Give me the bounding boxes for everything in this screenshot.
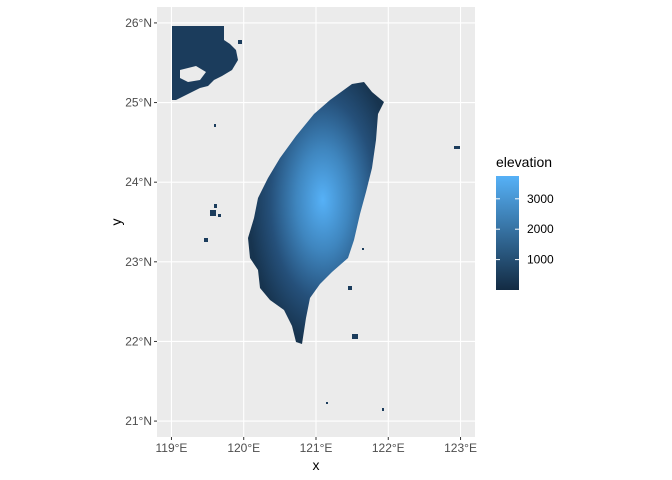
y-tick-label: 26°N	[125, 16, 152, 30]
legend-break-label: 1000	[527, 253, 554, 267]
islet	[454, 146, 460, 149]
islet	[362, 248, 364, 250]
islet	[382, 408, 384, 411]
elevation-raster	[172, 26, 460, 411]
islet	[326, 402, 328, 404]
x-axis-ticks: 119°E 120°E 121°E 122°E 123°E	[155, 437, 477, 455]
orchid-island	[352, 334, 358, 339]
legend-break-label: 2000	[527, 222, 554, 236]
y-tick-label: 24°N	[125, 175, 152, 189]
x-tick-label: 123°E	[444, 441, 477, 455]
taiwan-island	[248, 82, 384, 344]
y-tick-label: 21°N	[125, 414, 152, 428]
x-tick-label: 120°E	[227, 441, 260, 455]
legend-colorbar	[496, 176, 519, 290]
x-tick-label: 122°E	[372, 441, 405, 455]
y-axis-ticks: 21°N 22°N 23°N 24°N 25°N 26°N	[125, 16, 157, 428]
legend-break-label: 3000	[527, 192, 554, 206]
coastal-speck	[238, 40, 242, 44]
y-tick-label: 23°N	[125, 255, 152, 269]
legend: elevation 1000 2000 3000	[496, 154, 554, 290]
x-tick-label: 121°E	[300, 441, 333, 455]
y-tick-label: 22°N	[125, 334, 152, 348]
legend-ticks: 1000 2000 3000	[496, 192, 554, 267]
x-axis-title: x	[313, 457, 320, 473]
legend-title: elevation	[496, 154, 552, 170]
y-axis-title: y	[108, 219, 124, 226]
mainland-bay-water	[180, 66, 206, 82]
y-tick-label: 25°N	[125, 96, 152, 110]
x-tick-label: 119°E	[155, 441, 187, 455]
green-island	[348, 286, 352, 290]
penghu-islands	[204, 204, 221, 242]
coastal-speck	[214, 124, 216, 127]
